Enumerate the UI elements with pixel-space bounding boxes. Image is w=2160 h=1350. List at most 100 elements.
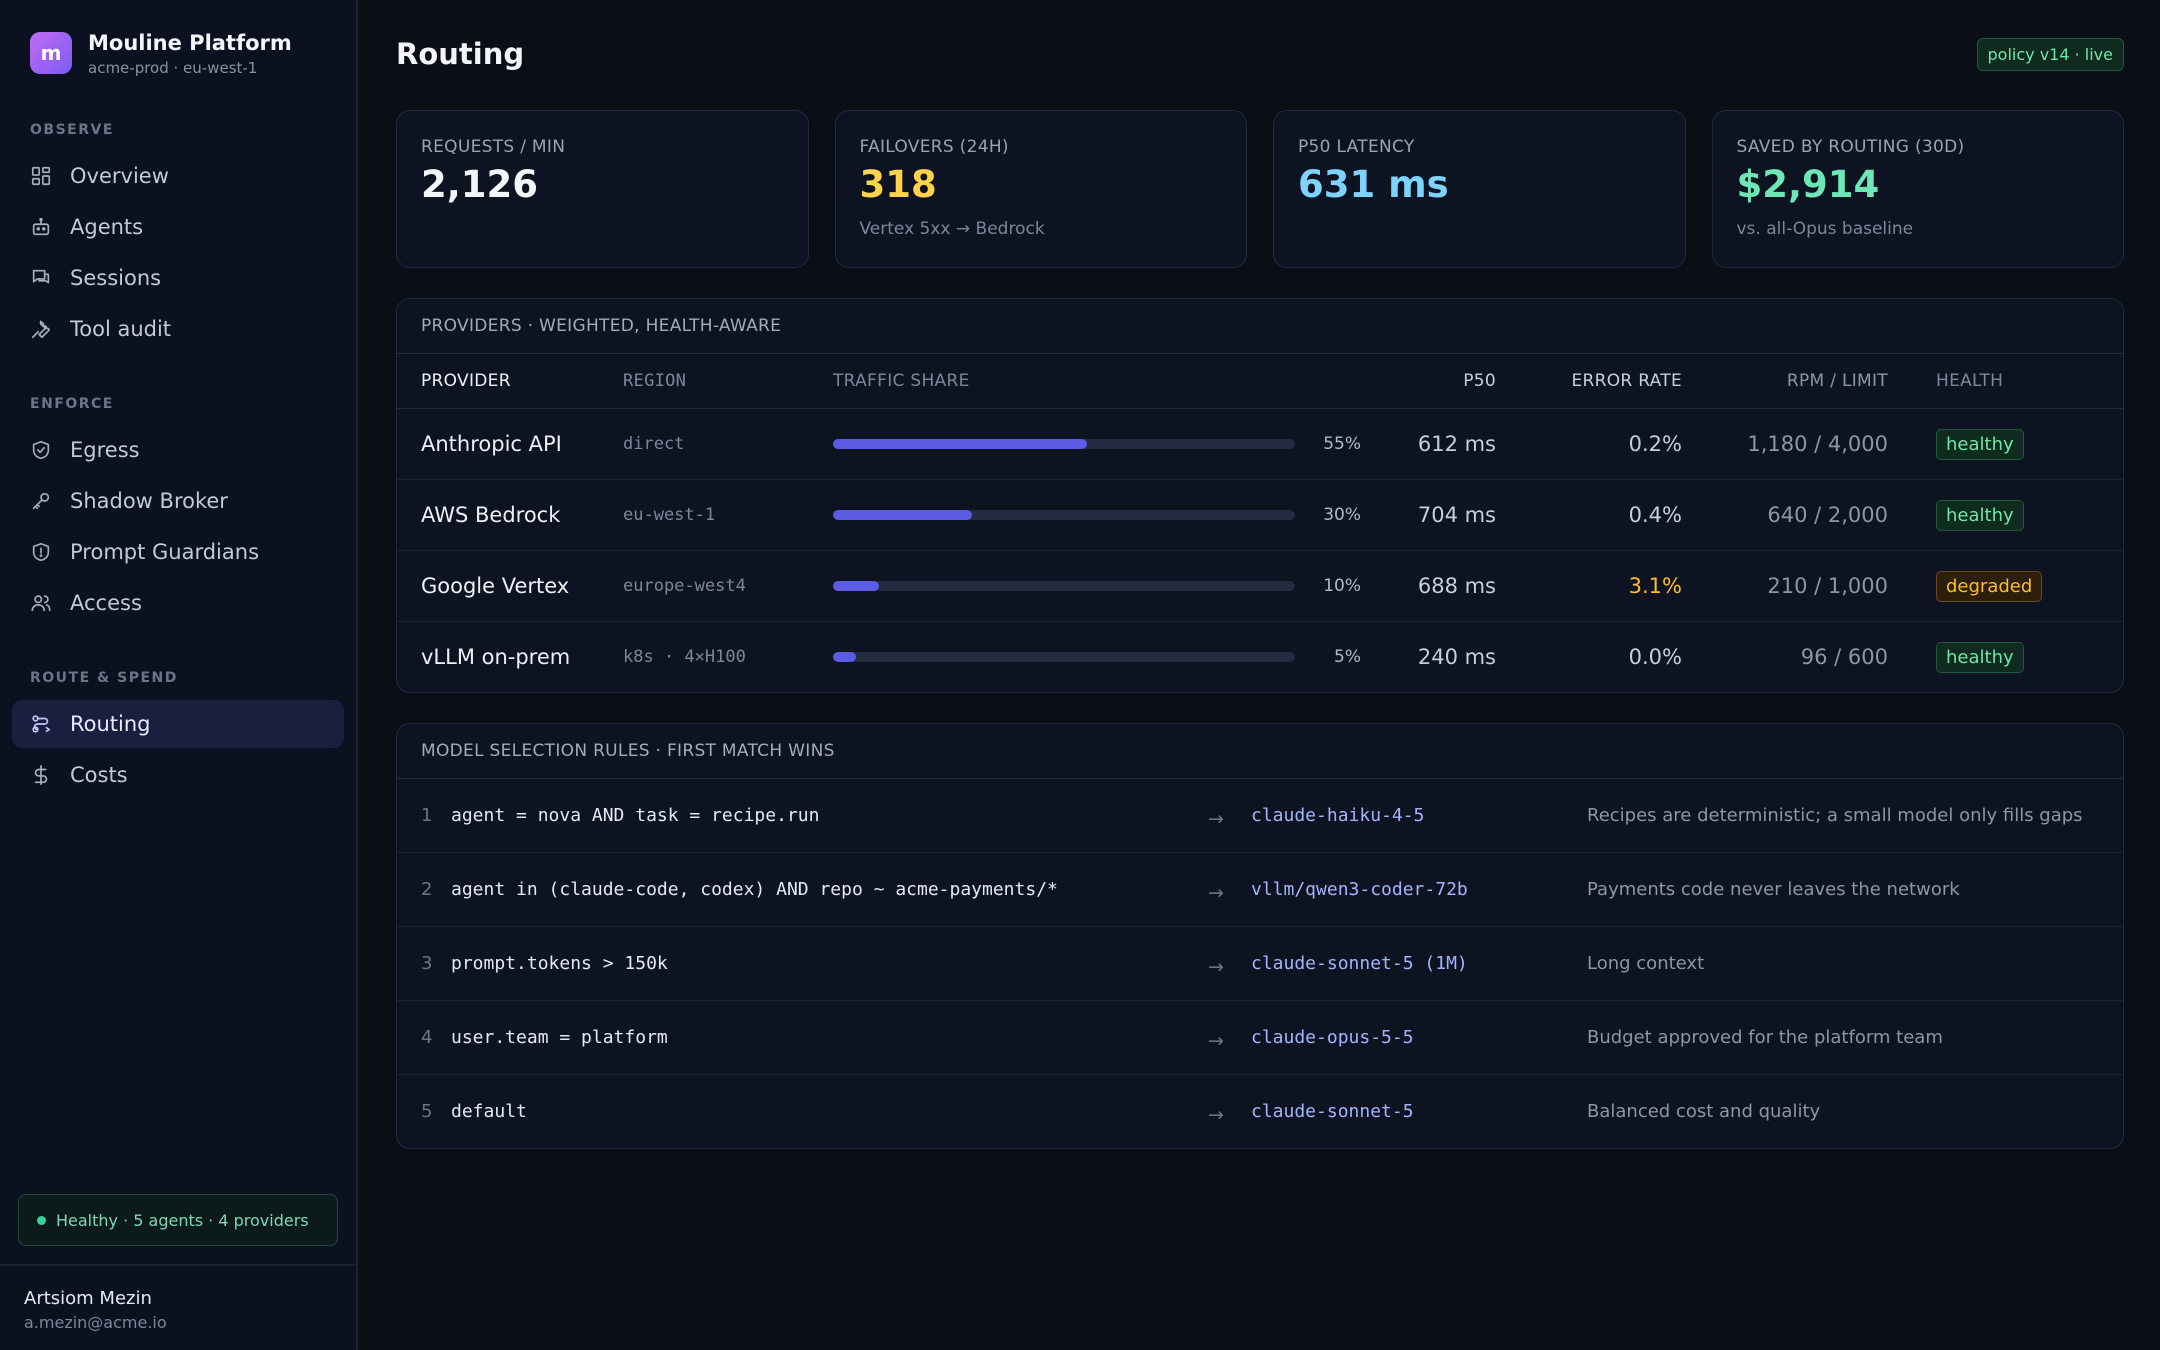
brand-title: Mouline Platform [88, 30, 292, 55]
provider-name: Google Vertex [397, 550, 623, 622]
provider-rpm-limit: 640 / 2,000 [1682, 479, 1888, 551]
column-header-rpm-limit[interactable]: RPM / LIMIT [1682, 354, 1888, 409]
rule-target-model: claude-sonnet-5 [1251, 1101, 1414, 1122]
rule-row[interactable]: 4 user.team = platform → claude-opus-5-5… [397, 1001, 2123, 1075]
health-badge: healthy [1936, 428, 2024, 460]
rule-row[interactable]: 5 default → claude-sonnet-5 Balanced cos… [397, 1075, 2123, 1148]
table-row[interactable]: AWS Bedrock eu-west-1 30% 704 ms 0.4% 64… [397, 479, 2123, 551]
table-row[interactable]: Anthropic API direct 55% 612 ms 0.2% 1,1… [397, 408, 2123, 480]
column-header-traffic-share[interactable]: TRAFFIC SHARE [833, 354, 1361, 409]
column-header-region[interactable]: REGION [623, 354, 833, 409]
provider-p50: 240 ms [1417, 645, 1496, 669]
route-icon [32, 715, 51, 733]
stat-card-requests: REQUESTS / MIN 2,126 [396, 110, 809, 268]
sidebar-item-label: Agents [70, 215, 144, 239]
provider-p50: 704 ms [1361, 479, 1496, 551]
nav-heading: OBSERVE [30, 122, 114, 138]
provider-health-cell: healthy [1888, 479, 2123, 551]
traffic-share-cell: 55% [833, 408, 1361, 480]
sidebar-item-access[interactable]: Access [12, 579, 344, 627]
stat-subtext: vs. all-Opus baseline [1736, 219, 1914, 239]
system-health-pill[interactable]: Healthy · 5 agents · 4 providers [18, 1194, 338, 1246]
rule-note: Recipes are deterministic; a small model… [1587, 805, 2083, 826]
chat-icon [32, 269, 50, 284]
sidebar-item-label: Costs [70, 763, 128, 787]
arrow-right-icon: → [1208, 881, 1224, 904]
rule-condition: agent = nova AND task = recipe.run [451, 805, 820, 826]
stat-value: 2,126 [421, 163, 539, 206]
sidebar-item-sessions[interactable]: Sessions [12, 254, 344, 302]
column-header-p50[interactable]: P50 [1361, 354, 1496, 409]
arrow-right-icon: → [1208, 807, 1224, 830]
sidebar-item-routing[interactable]: Routing [12, 700, 344, 748]
provider-error-rate: 0.4% [1496, 479, 1682, 551]
rule-note: Balanced cost and quality [1587, 1101, 1821, 1122]
sidebar-item-shadow-broker[interactable]: Shadow Broker [12, 477, 344, 525]
dollar-icon [34, 765, 48, 785]
provider-region: k8s · 4×H100 [623, 647, 746, 667]
traffic-share-bar [833, 439, 1295, 449]
stats-row: REQUESTS / MIN 2,126 FAILOVERS (24H) 318… [396, 110, 2124, 268]
arrow-right-icon: → [1208, 955, 1224, 978]
providers-table: PROVIDER REGION TRAFFIC SHARE P50 ERROR … [397, 354, 2123, 692]
brand[interactable]: m Mouline Platform acme-prod · eu-west-1 [0, 0, 356, 78]
traffic-share-percent: 30% [1323, 505, 1361, 525]
nav-section-route-spend: ROUTE & SPEND Routing Costs [0, 670, 356, 802]
brand-environment: acme-prod · eu-west-1 [88, 58, 258, 77]
traffic-share-cell: 10% [833, 550, 1361, 622]
stat-label: REQUESTS / MIN [421, 137, 566, 157]
user-profile[interactable]: Artsiom Mezin a.mezin@acme.io [0, 1264, 356, 1350]
rules-list: 1 agent = nova AND task = recipe.run → c… [397, 779, 2123, 1148]
rule-number: 3 [421, 953, 433, 974]
sidebar-item-tool-audit[interactable]: Tool audit [12, 305, 344, 353]
nav-heading: ROUTE & SPEND [30, 670, 178, 686]
table-header-row: PROVIDER REGION TRAFFIC SHARE P50 ERROR … [397, 354, 2123, 409]
table-row[interactable]: Google Vertex europe-west4 10% 688 ms 3.… [397, 550, 2123, 622]
health-badge: degraded [1936, 570, 2043, 602]
rule-condition: agent in (claude-code, codex) AND repo ~… [451, 879, 1058, 900]
sidebar-item-overview[interactable]: Overview [12, 152, 344, 200]
stat-subtext: Vertex 5xx → Bedrock [859, 219, 1045, 239]
traffic-share-fill [833, 581, 880, 591]
traffic-share-cell: 30% [833, 479, 1361, 551]
stat-value: 631 ms [1298, 163, 1449, 206]
sidebar-item-egress[interactable]: Egress [12, 426, 344, 474]
system-health-text: Healthy · 5 agents · 4 providers [56, 1210, 309, 1230]
stat-card-failovers: FAILOVERS (24H) 318 Vertex 5xx → Bedrock [834, 110, 1247, 268]
provider-error-rate: 3.1% [1496, 550, 1682, 622]
stat-card-latency: P50 LATENCY 631 ms [1273, 110, 1686, 268]
traffic-share-fill [833, 510, 972, 520]
traffic-share-cell: 5% [833, 622, 1361, 693]
arrow-right-icon: → [1208, 1029, 1224, 1052]
sidebar: m Mouline Platform acme-prod · eu-west-1… [0, 0, 358, 1350]
sidebar-item-costs[interactable]: Costs [12, 751, 344, 799]
rule-number: 4 [421, 1027, 433, 1048]
status-dot-icon [37, 1215, 46, 1225]
table-row[interactable]: vLLM on-prem k8s · 4×H100 5% 240 ms 0.0%… [397, 622, 2123, 693]
sidebar-item-label: Overview [70, 164, 169, 188]
traffic-share-bar [833, 510, 1295, 520]
provider-name: Anthropic API [397, 408, 623, 480]
brand-logo: m [30, 32, 72, 74]
sidebar-item-label: Prompt Guardians [70, 540, 260, 564]
provider-health-cell: degraded [1888, 550, 2123, 622]
nav-section-enforce: ENFORCE Egress Shadow Broker Prompt Guar… [0, 396, 356, 630]
provider-name: vLLM on-prem [421, 645, 571, 669]
column-header-provider[interactable]: PROVIDER [397, 354, 623, 409]
bot-icon [32, 217, 50, 236]
rule-row[interactable]: 3 prompt.tokens > 150k → claude-sonnet-5… [397, 927, 2123, 1001]
wrench-icon [31, 320, 51, 339]
provider-rpm-limit: 210 / 1,000 [1682, 550, 1888, 622]
column-header-health[interactable]: HEALTH [1888, 354, 2123, 409]
rule-note: Budget approved for the platform team [1587, 1027, 1943, 1048]
policy-version-badge[interactable]: policy v14 · live [1976, 37, 2124, 71]
rule-row[interactable]: 1 agent = nova AND task = recipe.run → c… [397, 779, 2123, 853]
column-header-error-rate[interactable]: ERROR RATE [1496, 354, 1682, 409]
sidebar-item-agents[interactable]: Agents [12, 203, 344, 251]
traffic-share-percent: 5% [1334, 647, 1361, 667]
provider-p50: 688 ms [1361, 550, 1496, 622]
sidebar-item-prompt-guardians[interactable]: Prompt Guardians [12, 528, 344, 576]
users-icon [31, 595, 51, 612]
rule-row[interactable]: 2 agent in (claude-code, codex) AND repo… [397, 853, 2123, 927]
stat-card-savings: SAVED BY ROUTING (30D) $2,914 vs. all-Op… [1711, 110, 2124, 268]
